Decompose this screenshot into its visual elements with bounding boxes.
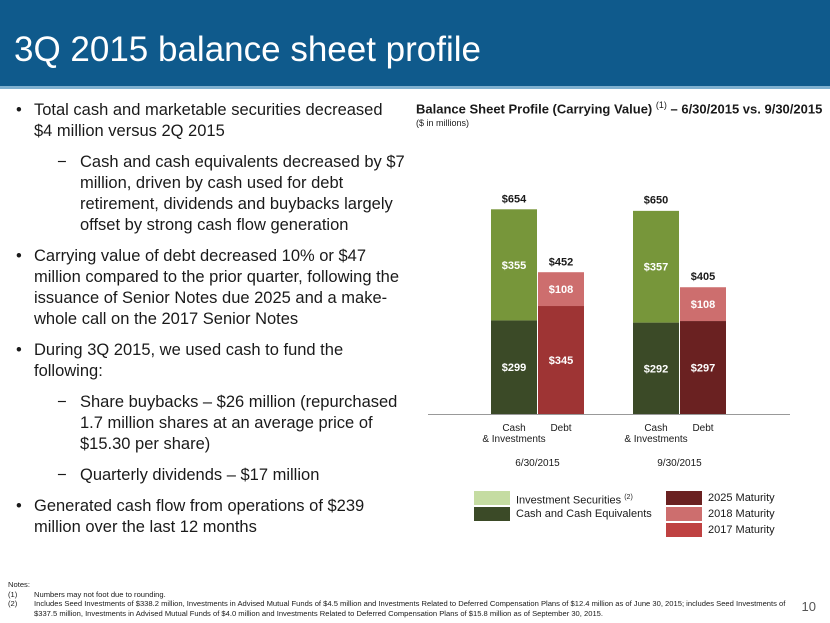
legend-swatch	[474, 507, 510, 521]
category-label: Cash	[502, 423, 525, 434]
title-bar: 3Q 2015 balance sheet profile	[0, 0, 830, 86]
note-item: (1) Numbers may not foot due to rounding.	[8, 590, 798, 600]
chart-title: Balance Sheet Profile (Carrying Value) (…	[416, 100, 823, 117]
segment-label: $357	[644, 262, 668, 274]
legend-label: 2025 Maturity	[708, 492, 775, 504]
bullet-text: Cash and cash equivalents decreased by $…	[80, 153, 405, 234]
group-label: 9/30/2015	[657, 458, 702, 469]
segment-label: $292	[644, 363, 668, 375]
segment-label: $299	[502, 362, 526, 374]
bullet-marker: •	[16, 497, 22, 515]
segment-label: $108	[549, 284, 573, 296]
bar-segment	[680, 287, 726, 322]
note-key: (1)	[8, 589, 18, 599]
category-label: Debt	[550, 423, 571, 434]
bar-segment	[538, 272, 584, 307]
bullet-marker: −	[57, 393, 67, 411]
bullet-item: • Generated cash flow from operations of …	[10, 496, 405, 538]
category-label: & Investments	[624, 434, 687, 445]
footnotes: Notes: (1) Numbers may not foot due to ro…	[8, 580, 798, 618]
bar-segment	[633, 210, 679, 323]
bullet-item: − Share buybacks – $26 million (repurchas…	[10, 392, 405, 455]
note-item: (2) Includes Seed Investments of $338.2 m…	[8, 599, 798, 618]
bullet-marker: −	[57, 466, 67, 484]
legend-swatch	[666, 523, 702, 537]
bullet-text: Total cash and marketable securities dec…	[34, 101, 383, 140]
legend-label: 2017 Maturity	[708, 524, 775, 536]
bullet-marker: •	[16, 101, 22, 119]
segment-label: $108	[691, 299, 715, 311]
page-number: 10	[801, 599, 816, 614]
bullet-text: Generated cash flow from operations of $…	[34, 497, 365, 536]
group-label: 6/30/2015	[515, 458, 560, 469]
legend-right: 2025 Maturity 2018 Maturity 2017 Maturity	[666, 490, 775, 538]
segment-label: $355	[502, 260, 526, 272]
legend-entry: 2018 Maturity	[666, 506, 775, 522]
bar-segment	[633, 322, 679, 414]
bullet-marker: −	[57, 153, 67, 171]
legend-note: (2)	[624, 494, 633, 501]
bar-total-label: $650	[644, 195, 668, 207]
bullet-list: • Total cash and marketable securities de…	[10, 100, 405, 548]
bar-segment	[491, 209, 537, 321]
legend-label: Investment Securities	[516, 494, 622, 507]
note-key: (2)	[8, 599, 18, 608]
bullet-text: Quarterly dividends – $17 million	[80, 466, 320, 484]
legend-label: Cash and Cash Equivalents	[516, 508, 652, 520]
category-label: & Investments	[482, 434, 545, 445]
bullet-marker: •	[16, 247, 22, 265]
bar-segment	[680, 321, 726, 414]
bullet-text: Carrying value of debt decreased 10% or …	[34, 247, 400, 328]
legend-swatch	[666, 507, 702, 521]
legend-entry: 2017 Maturity	[666, 522, 775, 538]
bullet-item: − Cash and cash equivalents decreased by …	[10, 152, 405, 236]
bullet-text: Share buybacks – $26 million (repurchase…	[80, 393, 398, 453]
segment-label: $297	[691, 363, 715, 375]
category-label: Debt	[692, 423, 713, 434]
legend-entry: Cash and Cash Equivalents	[474, 506, 652, 522]
header-rule	[0, 86, 830, 89]
legend-label: 2018 Maturity	[708, 508, 775, 520]
note-text: Numbers may not foot due to rounding.	[34, 589, 166, 599]
legend-swatch	[666, 491, 702, 505]
legend-entry: 2025 Maturity	[666, 490, 775, 506]
legend-left: Investment Securities (2) Cash and Cash E…	[474, 490, 652, 522]
legend-entry: Investment Securities (2)	[474, 490, 652, 507]
bar-segment	[491, 320, 537, 414]
bullet-text: During 3Q 2015, we used cash to fund the…	[34, 341, 344, 380]
note-text: Includes Seed Investments of $338.2 mill…	[34, 599, 786, 618]
notes-heading: Notes:	[8, 580, 30, 589]
bullet-marker: •	[16, 341, 22, 359]
bullet-item: • Total cash and marketable securities de…	[10, 100, 405, 142]
bar-total-label: $654	[502, 193, 527, 205]
bar-segment	[538, 306, 584, 414]
segment-label: $345	[549, 355, 573, 367]
bullet-item: • Carrying value of debt decreased 10% or…	[10, 246, 405, 330]
notes-list: (1) Numbers may not foot due to rounding.…	[8, 590, 798, 619]
chart-subtitle: ($ in millions)	[416, 118, 470, 128]
bar-total-label: $452	[549, 257, 573, 269]
bullet-item: • During 3Q 2015, we used cash to fund th…	[10, 340, 405, 382]
slide-title: 3Q 2015 balance sheet profile	[14, 30, 481, 69]
bar-total-label: $405	[691, 271, 715, 283]
bullet-item: − Quarterly dividends – $17 million	[10, 465, 405, 486]
category-label: Cash	[644, 423, 667, 434]
legend-swatch	[474, 491, 510, 505]
